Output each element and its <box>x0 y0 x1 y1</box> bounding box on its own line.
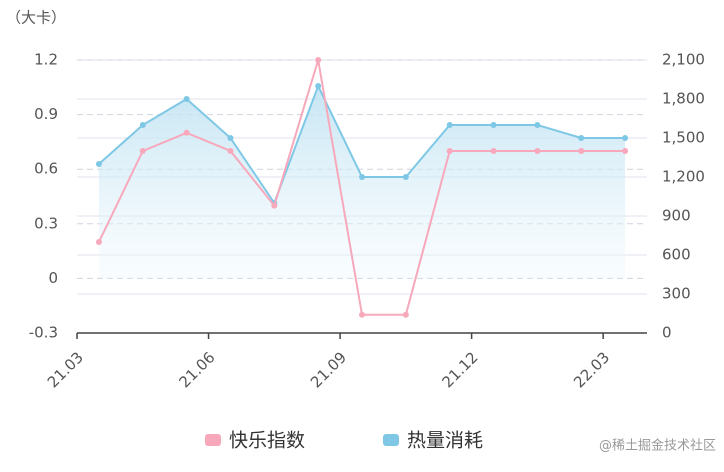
point <box>490 122 497 128</box>
y-tick-label: 0 <box>48 269 58 287</box>
legend-swatch <box>383 434 399 446</box>
point <box>95 239 102 245</box>
point <box>578 135 585 141</box>
x-tick-label: 21.12 <box>439 348 482 391</box>
point <box>315 57 322 63</box>
x-tick-label: 21.06 <box>175 348 218 391</box>
point <box>490 148 497 154</box>
point <box>139 148 146 154</box>
y2-tick-label: 1,500 <box>662 129 705 147</box>
unit-label: （大卡） <box>6 9 66 27</box>
y2-tick-label: 600 <box>662 246 691 264</box>
area <box>98 86 626 279</box>
y-tick-label: -0.3 <box>29 324 58 342</box>
point <box>534 122 541 128</box>
y2-tick-label: 1,800 <box>662 90 705 108</box>
point <box>578 148 585 154</box>
point <box>622 135 629 141</box>
point <box>402 311 409 318</box>
point <box>271 202 278 209</box>
legend-label: 快乐指数 <box>229 430 305 452</box>
legend-swatch <box>205 434 221 446</box>
point <box>446 122 453 128</box>
x-tick-label: 21.03 <box>44 348 87 391</box>
x-tick-label: 21.09 <box>307 348 350 391</box>
point <box>359 311 365 318</box>
point <box>183 96 190 102</box>
y2-tick-label: 2,100 <box>662 51 705 69</box>
y2-tick-label: 1,200 <box>662 168 705 186</box>
y-tick-label: 0.9 <box>34 105 58 123</box>
y2-tick-label: 900 <box>662 207 691 225</box>
point <box>622 148 629 154</box>
x-tick-label: 22.03 <box>570 348 613 391</box>
y2-tick-label: 0 <box>662 324 672 342</box>
y-tick-label: 0.6 <box>34 160 58 178</box>
y-tick-label: 0.3 <box>34 214 58 232</box>
watermark: @稀土掘金技术社区 <box>599 438 716 454</box>
point <box>402 174 409 180</box>
point <box>183 129 190 136</box>
legend-label: 热量消耗 <box>407 430 483 452</box>
point <box>359 174 365 180</box>
point <box>139 122 146 128</box>
y2-tick-label: 300 <box>662 285 691 303</box>
point <box>315 83 322 89</box>
point <box>227 148 234 154</box>
point <box>227 135 234 141</box>
point <box>446 148 453 154</box>
point <box>95 161 102 167</box>
point <box>534 148 541 154</box>
y-tick-label: 1.2 <box>34 51 58 69</box>
